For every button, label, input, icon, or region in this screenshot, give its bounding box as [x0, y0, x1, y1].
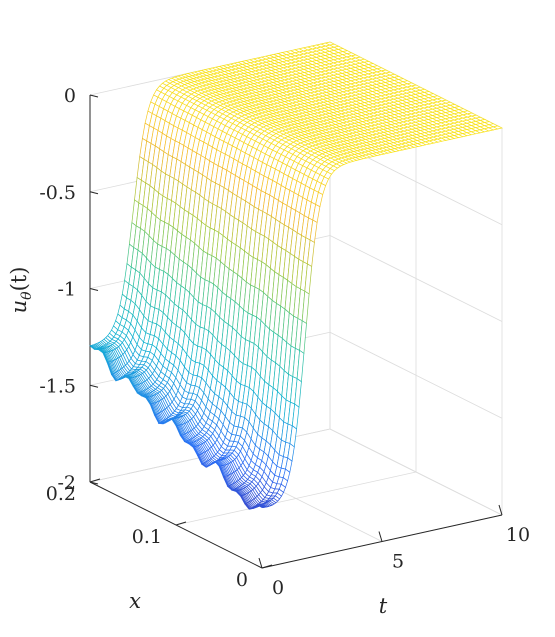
t-tick-mark	[378, 531, 383, 542]
z-tick-label: -2	[57, 472, 76, 494]
x-tick-label: 0	[236, 569, 248, 591]
z-tick-label: -1.5	[39, 375, 76, 397]
x-tick-mark	[175, 521, 187, 526]
t-tick-label: 0	[272, 577, 284, 599]
z-tick-label: 0	[64, 85, 76, 107]
x-tick-mark	[89, 478, 101, 483]
mesh-cell	[157, 422, 165, 425]
z-tick-mark	[89, 94, 99, 98]
x-tick-label: 0.2	[46, 483, 76, 505]
t-tick-label: 5	[392, 551, 404, 573]
z-label-arg: (t)	[7, 267, 31, 292]
grid-line-floor-t	[329, 428, 503, 516]
t-axis-label: t	[379, 594, 388, 618]
z-label-sub: θ	[19, 291, 35, 300]
z-tick-mark	[89, 384, 99, 388]
z-axis-label: uθ(t)	[7, 267, 35, 314]
x-tick-mark	[261, 564, 273, 569]
tick-labels: 0 5 10 0 0.1 0.2-2 -1.5 -1 -0.5 0	[39, 85, 530, 599]
z-tick-label: -1	[57, 279, 76, 301]
z-tick-mark	[89, 288, 99, 291]
x-axis-label: x	[129, 589, 141, 613]
x-tick-label: 0.1	[132, 526, 162, 548]
axes	[89, 94, 503, 569]
axis-labels: uθ(t) x t	[7, 267, 388, 618]
z-tick-mark	[89, 481, 99, 485]
t-tick-mark	[498, 504, 503, 516]
surface-mesh	[89, 41, 504, 510]
t-tick-label: 10	[506, 524, 530, 546]
t-tick-mark	[258, 557, 263, 569]
z-tick-mark	[89, 191, 99, 195]
z-tick-label: -0.5	[39, 182, 76, 204]
mesh-cell	[256, 504, 264, 508]
z-label-base: u	[7, 300, 31, 314]
